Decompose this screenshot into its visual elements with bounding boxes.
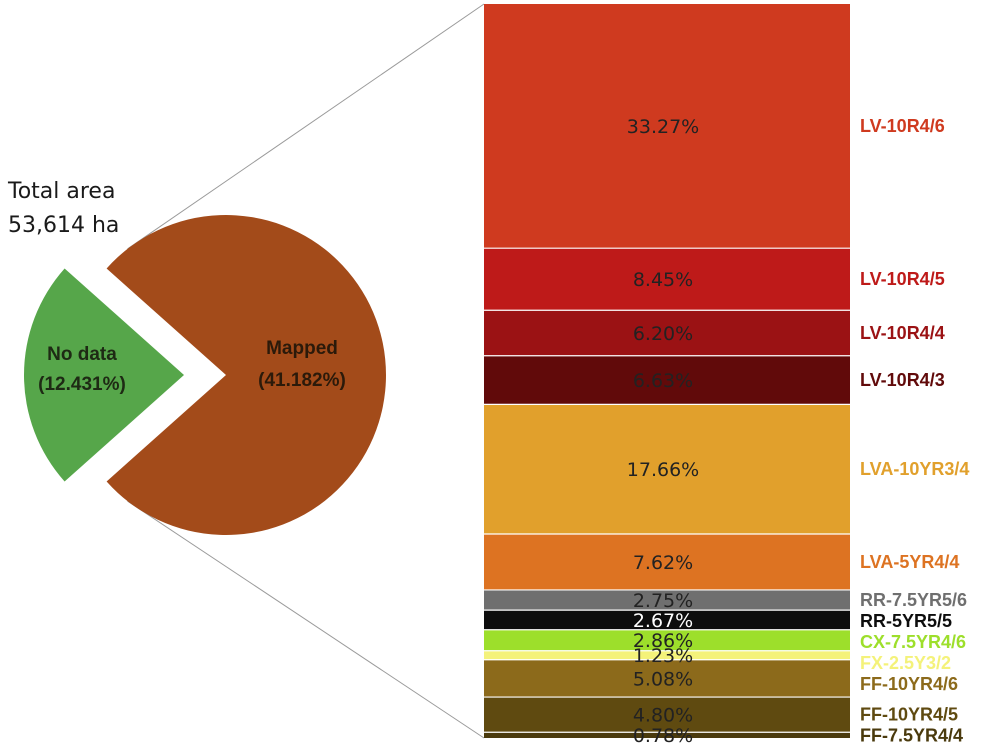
bar-category-label: RR-7.5YR5/6 — [860, 590, 967, 610]
bar-category-label: LV-10R4/4 — [860, 323, 945, 343]
bar-category-label: LV-10R4/5 — [860, 269, 945, 289]
bar-segment-7 — [484, 589, 850, 611]
pie-label-no-data-value: (12.431%) — [38, 374, 126, 395]
bar-category-label: FF-10YR4/5 — [860, 705, 958, 725]
bar-category-label: LV-10R4/3 — [860, 370, 945, 390]
bar-segment-4 — [484, 355, 850, 405]
connector-line-top — [127, 3, 485, 250]
bar-value-label: 0.78% — [633, 725, 693, 747]
bar-segment-5 — [484, 404, 850, 535]
bar-segment-12 — [484, 697, 850, 733]
pie-slice-mapped — [106, 214, 386, 535]
bar-segment-13 — [484, 732, 850, 738]
bar-value-label: 1.23% — [633, 645, 693, 667]
bar-category-label: RR-5YR5/5 — [860, 611, 952, 631]
pie-chart: Mapped (41.182%) No data (12.431%) — [23, 214, 386, 535]
bar-value-label: 6.20% — [633, 323, 693, 345]
total-area-label: Total area — [7, 179, 115, 204]
bar-category-label: FF-7.5YR4/4 — [860, 726, 963, 746]
pie-label-mapped-name: Mapped — [266, 338, 338, 359]
bar-segment-11 — [484, 659, 850, 698]
bar-value-label: 17.66% — [627, 459, 699, 481]
bar-value-label: 2.86% — [633, 630, 693, 652]
bar-category-label: FX-2.5Y3/2 — [860, 653, 951, 673]
bar-segment-10 — [484, 650, 850, 660]
bar-category-label: CX-7.5YR4/6 — [860, 632, 966, 652]
bar-value-label: 4.80% — [633, 705, 693, 727]
bar-segment-1 — [484, 4, 850, 249]
bar-category-label: FF-10YR4/6 — [860, 674, 958, 694]
bar-value-label: 2.75% — [633, 590, 693, 612]
total-area-value: 53,614 ha — [8, 213, 119, 238]
bar-segment-3 — [484, 310, 850, 356]
bar-value-label: 8.45% — [633, 269, 693, 291]
bar-segment-8 — [484, 610, 850, 630]
bar-value-label: 5.08% — [633, 668, 693, 690]
pie-label-no-data-name: No data — [47, 344, 117, 365]
bar-value-label: 6.63% — [633, 370, 693, 392]
bar-value-label: 7.62% — [633, 552, 693, 574]
connector-lines — [127, 3, 485, 739]
bar-value-label: 2.67% — [633, 610, 693, 632]
bar-segment-2 — [484, 248, 850, 311]
bar-segment-9 — [484, 629, 850, 651]
bar-category-label: LV-10R4/6 — [860, 116, 945, 136]
pie-label-mapped-value: (41.182%) — [258, 370, 346, 391]
bar-category-label: LVA-5YR4/4 — [860, 552, 959, 572]
connector-line-bottom — [127, 500, 485, 739]
bar-value-label: 33.27% — [627, 116, 699, 138]
bar-segment-6 — [484, 534, 850, 590]
pie-slice-no-data — [23, 268, 185, 482]
bar-category-label: LVA-10YR3/4 — [860, 459, 969, 479]
stacked-bar: 33.27% 8.45% 6.20% 6.63% 17.66% 7.62% 2.75%2.6… — [484, 4, 969, 747]
